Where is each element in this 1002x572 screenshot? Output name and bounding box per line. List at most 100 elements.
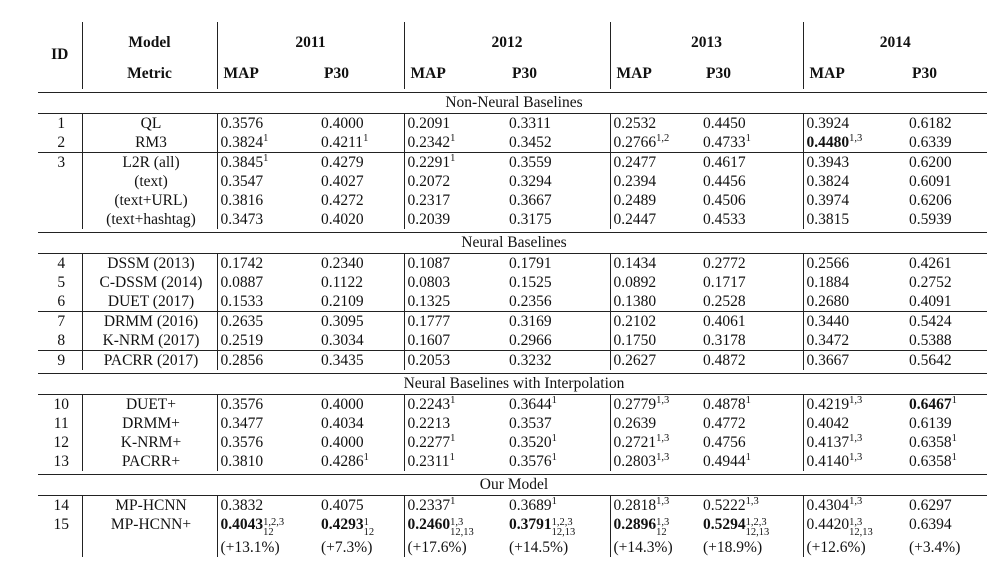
significance-sub: 12,13	[551, 527, 576, 538]
score-value: 0.5294	[703, 516, 746, 533]
score-value: 0.1742	[220, 255, 264, 272]
row-model: PACRR (2017)	[81, 350, 217, 370]
table-row: 12 K-NRM+ 0.3576 0.4000 0.22771 0.35201 0.2721…	[38, 433, 987, 452]
score-cell: 0.4872	[700, 350, 803, 370]
score-cell: 0.4617	[700, 152, 803, 172]
score-cell: 0.3034	[318, 331, 404, 351]
score-value: 0.3576	[220, 396, 264, 413]
section-header-row: Non-Neural Baselines	[38, 92, 987, 114]
score-value: 0.4533	[703, 211, 746, 228]
significance-marks: 1,3 12,13	[450, 517, 474, 538]
row-model: DRMM (2016)	[81, 311, 217, 331]
score-cell: 0.3440	[802, 311, 906, 331]
table-row: (text+URL) 0.3816 0.4272 0.2317 0.3667 0.2489…	[38, 191, 987, 210]
significance-marks: 1,3 12,13	[849, 517, 873, 538]
score-value: 0.3832	[220, 497, 264, 514]
score-value: 0.4075	[321, 497, 364, 514]
score-cell: 0.4091	[906, 292, 987, 312]
score-cell: 0.1717	[700, 273, 803, 292]
score-cell: 0.43041,3	[802, 495, 906, 515]
score-value: 0.6358	[909, 453, 952, 470]
score-value: 0.1607	[407, 332, 451, 349]
score-value: 0.2091	[407, 115, 451, 132]
score-cell: (+14.3%)	[609, 538, 700, 557]
score-cell: 0.4000	[318, 114, 404, 134]
significance-sup: 1,3	[849, 133, 863, 144]
score-value: 0.3095	[321, 313, 364, 330]
score-cell: 0.1325	[403, 292, 506, 312]
score-cell: 0.5294 1,2,3 12,13	[700, 515, 803, 538]
table-row: 6 DUET (2017) 0.1533 0.2109 0.1325 0.2356 0.13…	[38, 292, 987, 312]
table-row: (+13.1%) (+7.3%) (+17.6%) (+14.5%) (+14.3%) (…	[38, 538, 987, 557]
score-cell: 0.4020	[318, 210, 404, 229]
score-cell: 0.2447	[609, 210, 700, 229]
score-value: 0.2818	[613, 497, 657, 514]
score-cell: 0.36891	[506, 496, 610, 516]
score-value: 0.2639	[613, 415, 657, 432]
score-cell: 0.3311	[506, 114, 610, 134]
score-cell: 0.1791	[506, 254, 610, 274]
score-cell: 0.3547	[216, 172, 318, 191]
score-cell: 0.3667	[802, 350, 906, 370]
score-value: 0.0803	[407, 274, 451, 291]
score-value: 0.0892	[613, 274, 657, 291]
score-value: 0.3924	[806, 115, 850, 132]
score-cell: 0.28031,3	[609, 452, 700, 471]
score-value: 0.1434	[613, 255, 657, 272]
score-value: 0.6200	[909, 154, 952, 171]
score-cell: 0.2532	[609, 113, 700, 133]
score-value: 0.4000	[321, 115, 364, 132]
significance-sup: 1,2,3	[263, 517, 285, 528]
score-value: 0.3520	[509, 434, 552, 451]
significance-sup: 1,3	[656, 395, 670, 406]
score-value: 0.3576	[220, 115, 264, 132]
score-cell: 0.6339	[906, 133, 987, 153]
score-value: 0.2803	[613, 453, 657, 470]
score-cell: 0.38241	[216, 133, 318, 153]
score-value: 0.2317	[407, 192, 451, 209]
score-cell: 0.49441	[700, 452, 803, 471]
score-value: 0.3440	[806, 313, 850, 330]
score-value: 0.4027	[321, 173, 364, 190]
score-value: 0.2213	[407, 415, 451, 432]
score-cell: (+13.1%)	[216, 538, 318, 557]
score-cell: 0.41401,3	[802, 452, 906, 471]
score-value: 0.2772	[703, 255, 746, 272]
row-model: MP-HCNN+	[81, 515, 217, 538]
score-value: 0.4293	[321, 516, 364, 533]
score-cell: 0.4450	[700, 114, 803, 134]
score-value: 0.2356	[509, 293, 552, 310]
score-value: 0.2109	[321, 293, 364, 310]
score-value: 0.2291	[407, 154, 451, 171]
table-row: 9 PACRR (2017) 0.2856 0.3435 0.2053 0.3232 0.2…	[38, 350, 987, 370]
row-id	[38, 191, 82, 210]
score-value: 0.4304	[806, 497, 850, 514]
score-value: 0.3644	[509, 396, 552, 413]
significance-sup: 1	[745, 133, 751, 144]
section-title: Non-Neural Baselines	[38, 92, 987, 114]
score-value: 0.2072	[407, 173, 451, 190]
row-model: RM3	[81, 133, 217, 153]
metric-col-header: P30	[706, 65, 731, 82]
significance-sub: 12,13	[450, 527, 474, 538]
significance-marks: 1,3 12	[656, 517, 670, 538]
year-header: 2012	[403, 22, 610, 55]
score-cell: 0.63581	[906, 452, 987, 471]
significance-sub: 12	[656, 527, 667, 538]
year-header: 2011	[216, 22, 404, 55]
significance-sup: 1	[450, 496, 456, 507]
significance-sup: 1,3	[656, 496, 670, 507]
year-header: 2014	[802, 22, 987, 55]
score-cell: 0.6139	[906, 414, 987, 433]
metric-col-header: MAP	[802, 55, 906, 89]
score-value: 0.6139	[909, 415, 952, 432]
row-id: 5	[57, 274, 66, 291]
score-value: 0.2039	[407, 211, 451, 228]
score-value: 0.3537	[509, 415, 552, 432]
significance-sup: 1,3	[656, 517, 670, 528]
score-value: 0.3845	[220, 154, 264, 171]
score-value: 0.2337	[407, 497, 451, 514]
score-cell: 0.3169	[506, 311, 610, 331]
score-cell: 0.4420 1,3 12,13	[802, 515, 906, 538]
score-value: 0.3294	[509, 173, 552, 190]
